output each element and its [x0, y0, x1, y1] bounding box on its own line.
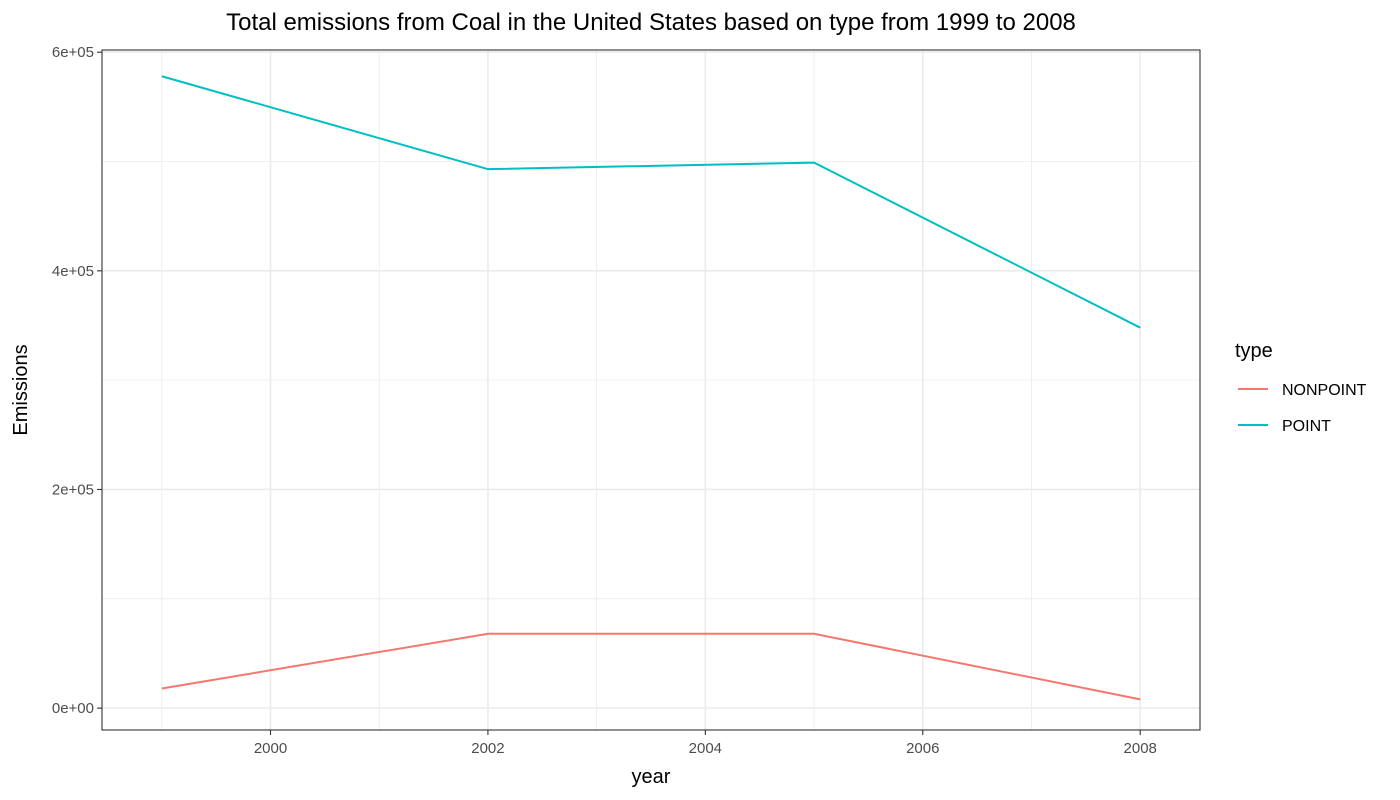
series-lines [161, 75, 1141, 701]
x-axis-title: year [632, 766, 671, 788]
plot-panel-border [101, 49, 1201, 731]
x-tick-label: 2002 [471, 740, 504, 757]
legend-label-nonpoint: NONPOINT [1282, 382, 1367, 399]
legend-title: type [1235, 340, 1273, 362]
y-tick-label: 6e+05 [52, 44, 94, 61]
legend-label-point: POINT [1282, 418, 1331, 435]
series-line-point [161, 75, 1141, 329]
y-axis: 0e+00 2e+05 4e+05 6e+05 [52, 44, 102, 717]
y-axis-title: Emissions [10, 344, 32, 435]
grid-lines [102, 50, 1200, 730]
x-tick-label: 2000 [254, 740, 287, 757]
legend-items: NONPOINT POINT [1238, 382, 1367, 435]
y-tick-label: 0e+00 [52, 700, 94, 717]
y-tick-label: 2e+05 [52, 481, 94, 498]
x-tick-label: 2008 [1124, 740, 1157, 757]
chart-title: Total emissions from Coal in the United … [226, 9, 1076, 36]
x-axis: 2000 2002 2004 2006 2008 [254, 730, 1157, 757]
series-line-nonpoint [161, 632, 1141, 701]
legend: type NONPOINT POINT [1235, 340, 1367, 435]
y-tick-label: 4e+05 [52, 263, 94, 280]
x-tick-label: 2006 [906, 740, 939, 757]
x-tick-label: 2004 [689, 740, 722, 757]
